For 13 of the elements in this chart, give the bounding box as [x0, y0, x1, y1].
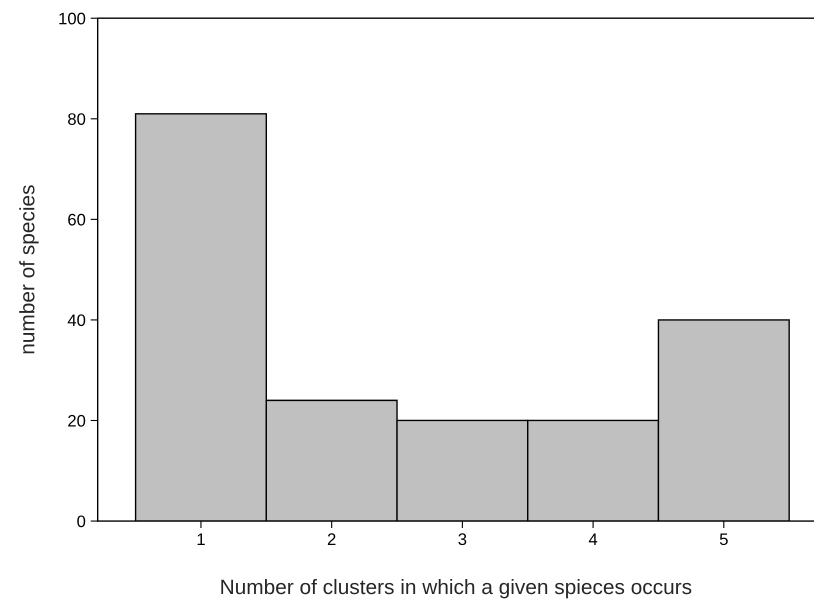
x-axis-title: Number of clusters in which a given spieces occurs [221, 578, 692, 598]
x-tick-label: 5 [720, 533, 728, 546]
x-tick-label: 2 [328, 533, 336, 545]
y-tick-label: 20 [68, 414, 86, 427]
y-tick-label: 80 [68, 113, 86, 126]
y-tick-label: 60 [68, 214, 86, 226]
y-tick-label: 0 [77, 515, 86, 528]
y-axis-title: number of species [19, 185, 39, 354]
x-tick-label: 1 [198, 533, 205, 545]
y-tick-label: 40 [68, 314, 86, 326]
x-tick-label: 4 [588, 533, 598, 545]
y-tick-label: 100 [59, 12, 86, 24]
x-tick-label: 3 [458, 533, 466, 546]
